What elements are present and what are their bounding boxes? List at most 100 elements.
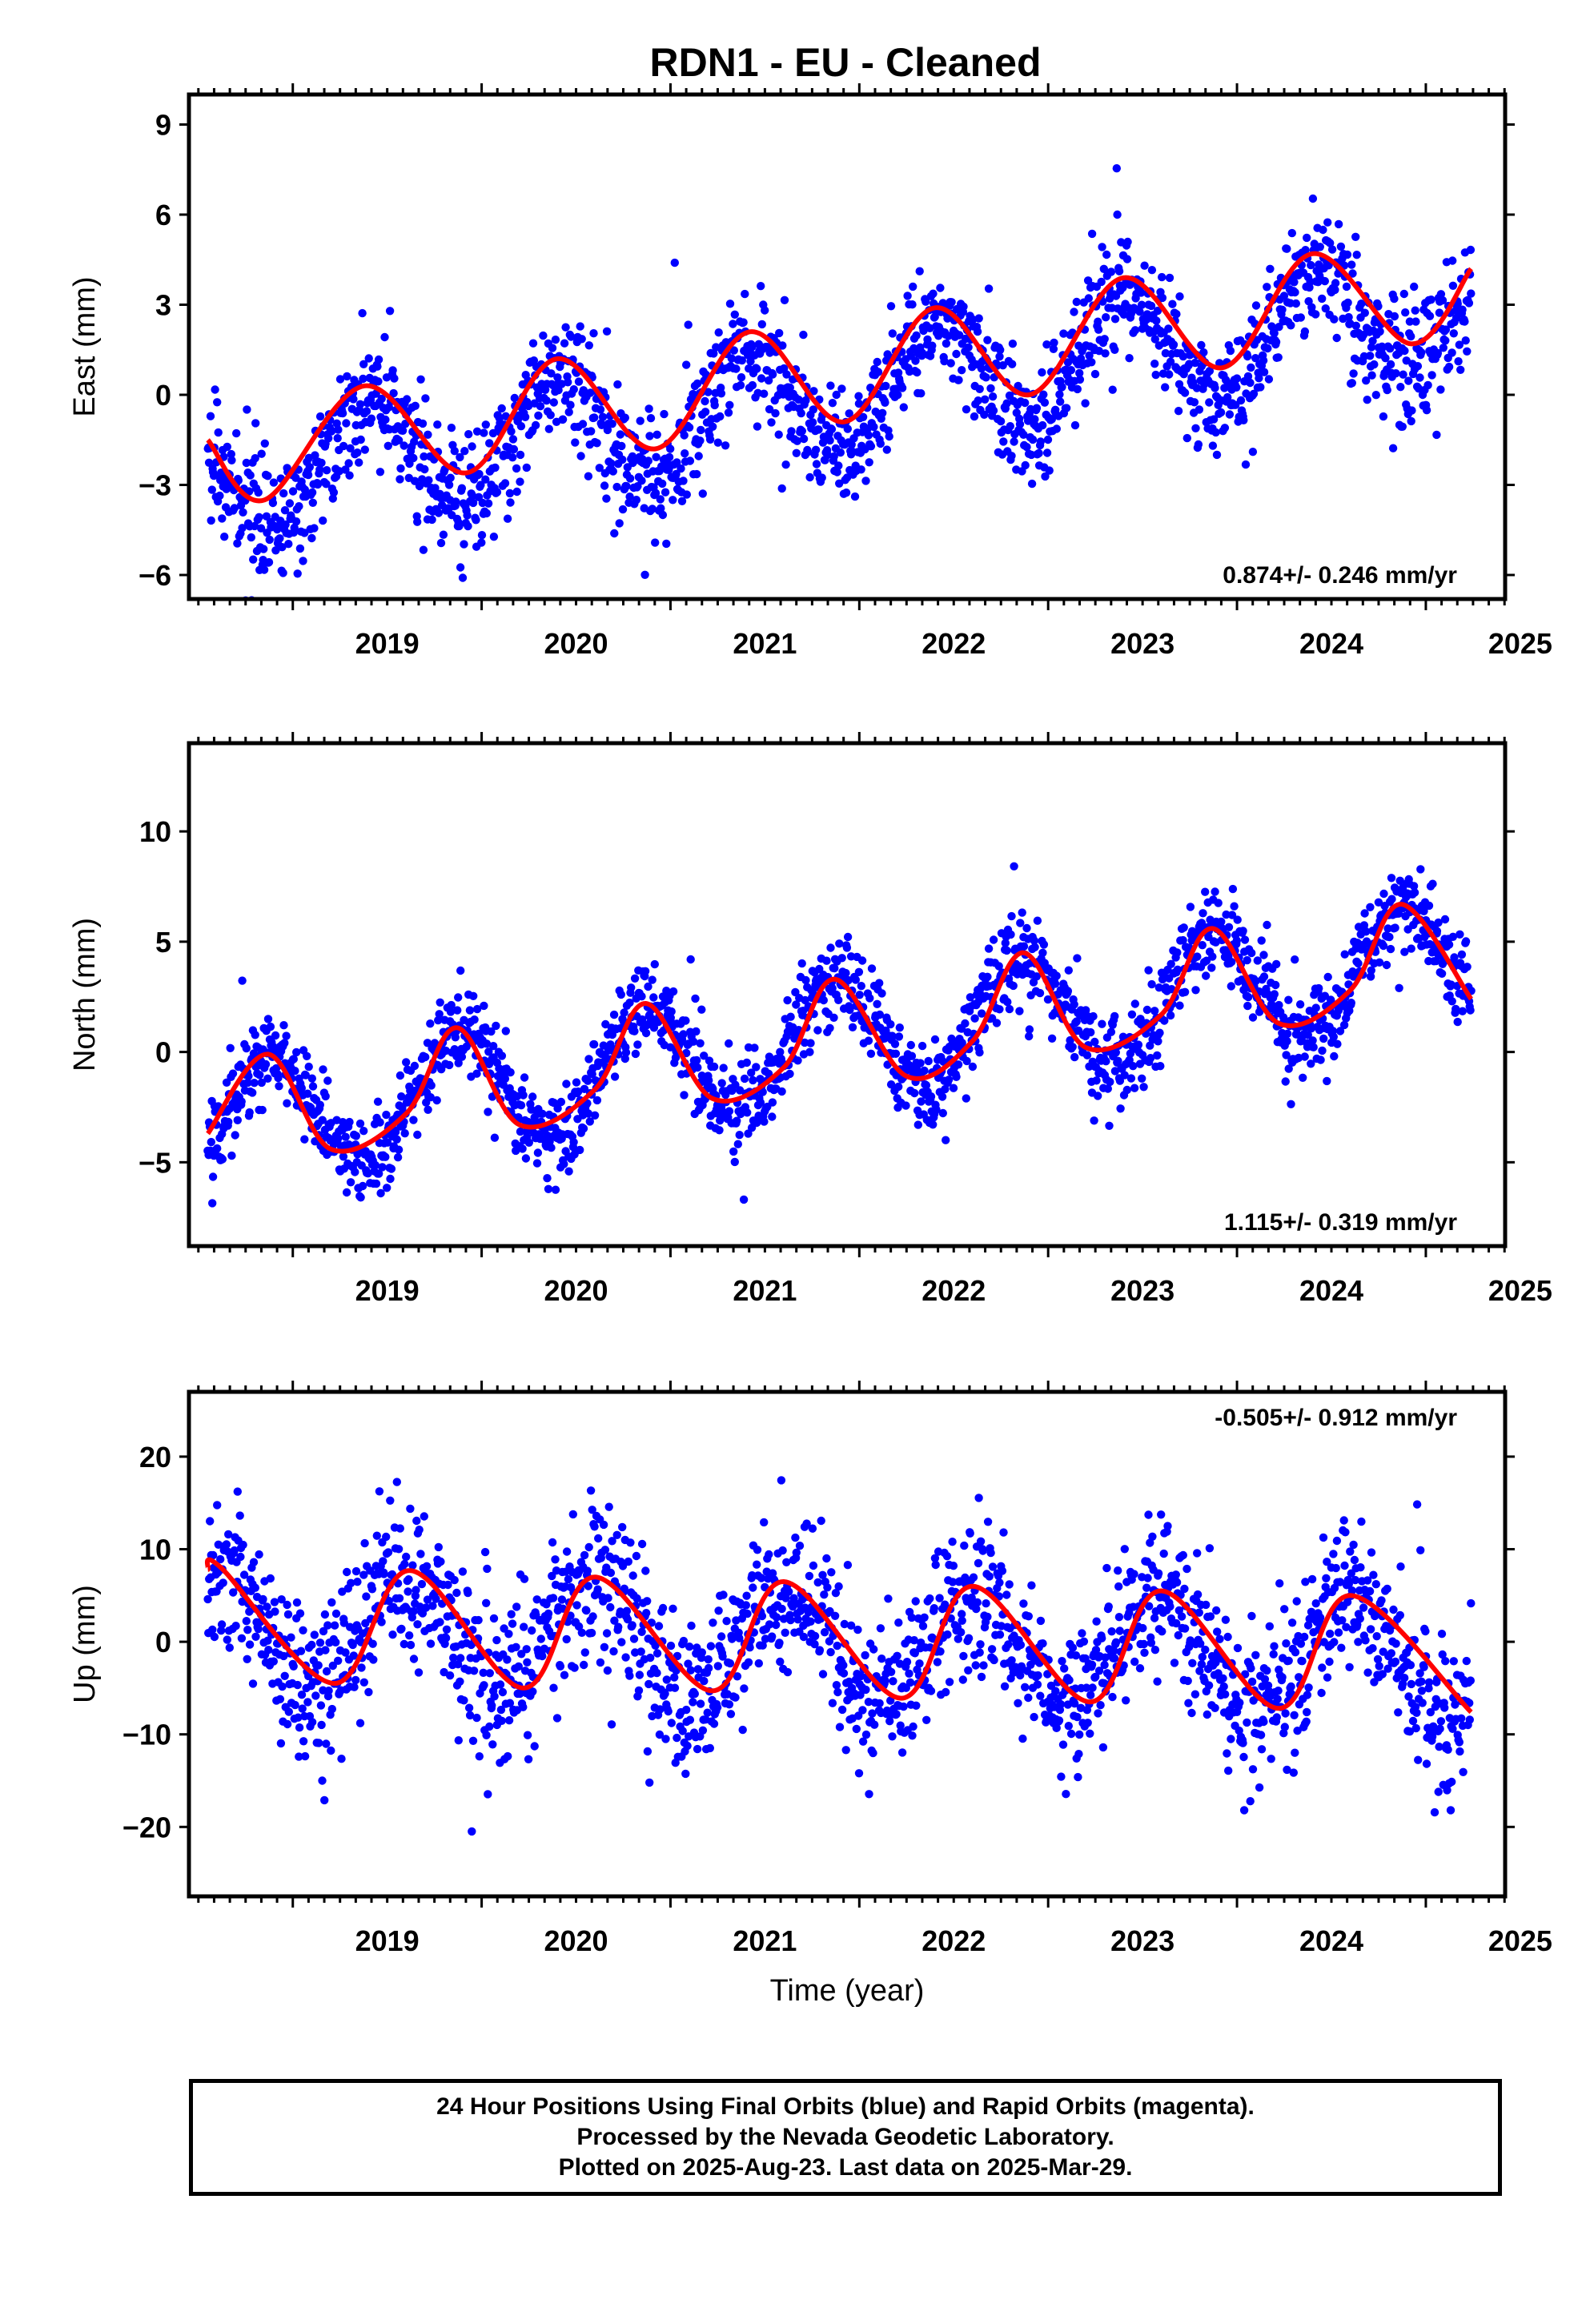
data-point (1448, 932, 1458, 942)
data-point (1433, 348, 1443, 358)
data-point (251, 1583, 259, 1592)
data-point (926, 324, 934, 332)
data-point (1010, 862, 1018, 871)
data-point (620, 1584, 628, 1594)
data-point (1309, 1043, 1318, 1051)
data-point (1335, 1027, 1345, 1035)
data-point (737, 356, 746, 365)
data-point (1227, 958, 1236, 967)
data-point (1208, 441, 1218, 450)
data-point (356, 1193, 365, 1202)
data-point (1094, 317, 1102, 326)
data-point (685, 1642, 694, 1651)
data-point (641, 1028, 651, 1038)
data-point (917, 389, 926, 398)
data-point (359, 374, 367, 384)
data-point (323, 1076, 332, 1085)
x-tick-label: 2020 (544, 1274, 608, 1307)
data-point (1169, 340, 1178, 349)
data-point (662, 1675, 671, 1684)
data-point (613, 380, 622, 389)
data-point (1034, 448, 1043, 458)
data-point (344, 459, 353, 468)
data-point (1066, 1035, 1074, 1045)
data-point (496, 1680, 505, 1689)
data-point (281, 520, 290, 529)
data-point (318, 1116, 327, 1124)
data-point (1186, 903, 1195, 911)
data-point (1243, 352, 1252, 361)
data-point (1246, 378, 1255, 388)
data-point (1423, 380, 1432, 390)
data-point (1092, 1076, 1101, 1085)
data-point (1070, 420, 1080, 430)
data-point (207, 1137, 215, 1147)
data-point (1103, 1084, 1113, 1093)
data-point (701, 408, 710, 416)
data-point (436, 998, 444, 1007)
data-point (628, 1621, 636, 1630)
data-point (893, 368, 903, 377)
data-point (1435, 308, 1444, 317)
data-point (756, 1098, 765, 1107)
data-point (536, 1634, 545, 1643)
data-point (785, 1069, 794, 1079)
data-point (319, 516, 327, 525)
data-point (664, 1707, 673, 1716)
data-point (445, 1060, 454, 1070)
data-point (307, 1074, 316, 1083)
data-point (412, 1586, 420, 1594)
data-point (468, 1827, 476, 1836)
data-point (1450, 953, 1459, 962)
data-point (548, 1538, 557, 1547)
data-point (757, 374, 766, 383)
data-point (1207, 963, 1216, 972)
data-point (464, 1703, 474, 1712)
y-tick-label: 6 (155, 199, 171, 231)
data-point (650, 959, 659, 969)
data-point (1395, 983, 1403, 993)
data-point (1156, 1062, 1165, 1071)
data-point (1323, 1076, 1331, 1086)
data-point (854, 392, 863, 400)
data-point (607, 1720, 616, 1729)
data-point (485, 439, 494, 448)
data-point (1339, 1020, 1349, 1030)
data-point (294, 1713, 303, 1722)
data-point (1463, 963, 1472, 971)
data-point (1278, 305, 1287, 314)
data-point (588, 1506, 596, 1514)
data-point (621, 1653, 630, 1662)
data-point (1119, 310, 1129, 319)
data-point (1028, 435, 1038, 444)
data-point (644, 404, 653, 413)
data-point (1228, 884, 1238, 894)
data-point (1208, 952, 1217, 961)
data-point (433, 420, 442, 429)
data-point (327, 1746, 335, 1755)
data-point (327, 1598, 336, 1607)
data-point (681, 1769, 690, 1779)
data-point (722, 1617, 731, 1626)
data-point (1007, 911, 1016, 921)
data-point (980, 410, 989, 419)
data-point (706, 1642, 716, 1651)
data-point (1308, 1036, 1317, 1045)
data-point (216, 468, 226, 477)
data-point (396, 1524, 404, 1533)
data-point (1401, 308, 1410, 317)
data-point (1216, 408, 1226, 417)
data-point (481, 475, 490, 484)
data-point (375, 468, 385, 476)
data-point (522, 1645, 531, 1654)
data-point (866, 442, 876, 451)
y-tick-label: 0 (155, 379, 171, 412)
data-point (460, 540, 468, 549)
data-point (1367, 343, 1376, 352)
data-point (260, 439, 269, 448)
data-point (1158, 293, 1167, 303)
data-point (1173, 948, 1182, 957)
data-point (512, 464, 521, 473)
data-point (464, 1588, 472, 1598)
data-point (834, 461, 843, 470)
